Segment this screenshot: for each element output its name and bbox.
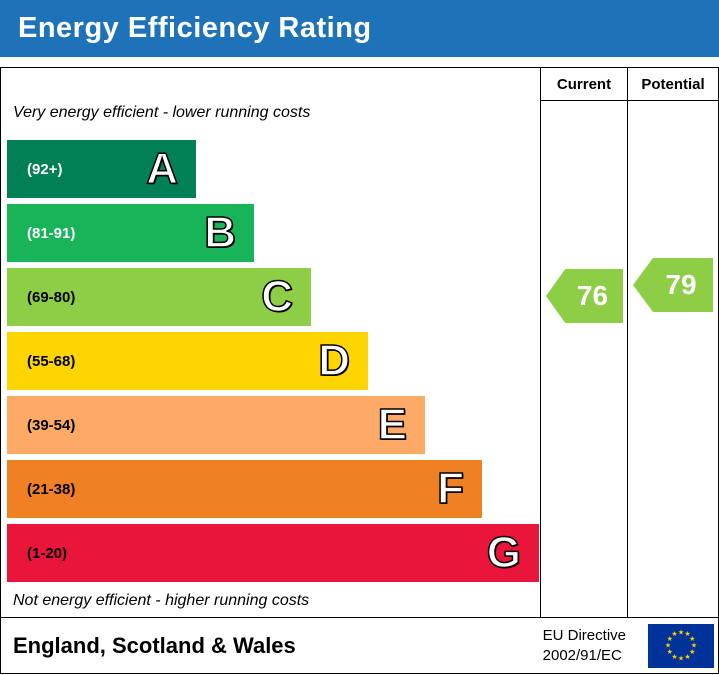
band-row-d: (55-68) D [7, 332, 368, 390]
band-range: (1-20) [27, 544, 68, 562]
potential-rating-arrow: 79 [633, 258, 713, 312]
current-rating-value: 76 [576, 280, 609, 311]
eu-directive-line1: EU Directive [542, 626, 626, 644]
band-range: (81-91) [27, 224, 76, 242]
chart-area: Very energy efficient - lower running co… [1, 68, 541, 617]
band-row-g: (1-20) G [7, 524, 539, 582]
column-header-potential: Potential [628, 68, 718, 101]
band-letter: E [377, 400, 408, 449]
column-header-current: Current [541, 68, 627, 101]
bottom-note: Not energy efficient - higher running co… [13, 592, 310, 609]
rating-table: Very energy efficient - lower running co… [0, 67, 719, 674]
band-row-b: (81-91) B [7, 204, 254, 262]
svg-text:★: ★ [689, 648, 695, 656]
potential-rating-value: 79 [665, 269, 697, 300]
band-row-c: (69-80) C [7, 268, 311, 326]
svg-text:★: ★ [667, 635, 673, 643]
svg-text:★: ★ [684, 652, 690, 660]
band-letter: G [486, 528, 522, 577]
band-letter: F [436, 464, 464, 513]
eu-flag-icon: ★ ★ ★ ★ ★ ★ ★ ★ ★ ★ ★ ★ [648, 623, 714, 668]
eu-directive-line2: 2002/91/EC [542, 646, 622, 664]
potential-column-body: 79 [628, 101, 718, 616]
potential-column: Potential 79 [628, 68, 718, 617]
band-letter: A [145, 144, 178, 193]
band-range: (69-80) [27, 288, 76, 306]
band-range: (92+) [27, 160, 63, 178]
current-column: Current 76 [541, 68, 628, 617]
svg-text:★: ★ [667, 648, 673, 656]
svg-text:★: ★ [665, 641, 671, 649]
svg-text:★: ★ [678, 654, 684, 662]
current-column-body: 76 [541, 101, 627, 616]
band-list: (92+) A (81-91) B (69-80) C (55-68) D (3… [1, 140, 540, 582]
band-range: (39-54) [27, 416, 76, 434]
title-bar: Energy Efficiency Rating [0, 0, 719, 57]
svg-text:★: ★ [689, 635, 695, 643]
region-label: England, Scotland & Wales [13, 632, 296, 658]
top-note: Very energy efficient - lower running co… [13, 104, 311, 121]
svg-text:★: ★ [671, 652, 677, 660]
band-range: (55-68) [27, 352, 76, 370]
svg-text:★: ★ [691, 641, 697, 649]
band-row-e: (39-54) E [7, 396, 425, 454]
svg-text:★: ★ [678, 628, 684, 636]
page-title: Energy Efficiency Rating [18, 12, 372, 44]
footer: England, Scotland & Wales EU Directive 2… [1, 617, 718, 673]
svg-text:★: ★ [684, 630, 690, 638]
band-letter: B [203, 208, 236, 257]
svg-text:★: ★ [671, 630, 677, 638]
band-row-a: (92+) A [7, 140, 196, 198]
band-row-f: (21-38) F [7, 460, 482, 518]
current-rating-arrow: 76 [546, 269, 623, 323]
band-range: (21-38) [27, 480, 76, 498]
band-letter: C [260, 272, 293, 321]
band-letter: D [317, 336, 350, 385]
rating-table-main: Very energy efficient - lower running co… [1, 68, 718, 617]
eu-directive: EU Directive 2002/91/EC [543, 626, 626, 666]
